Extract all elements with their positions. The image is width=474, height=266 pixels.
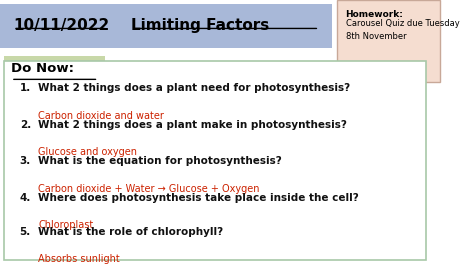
Text: 1.: 1. [20,83,31,93]
Text: Homework:: Homework: [346,10,403,19]
Text: 3.: 3. [20,156,31,167]
Text: 4.: 4. [20,193,31,203]
Text: 2.: 2. [20,120,31,130]
Text: What 2 things does a plant need for photosynthesis?: What 2 things does a plant need for phot… [38,83,351,93]
Text: 5.: 5. [20,227,31,237]
Text: Do Now:: Do Now: [11,63,74,76]
Text: What 2 things does a plant make in photosynthesis?: What 2 things does a plant make in photo… [38,120,347,130]
Text: Carousel Quiz due Tuesday
8th November: Carousel Quiz due Tuesday 8th November [346,19,459,41]
Text: Glucose and oxygen: Glucose and oxygen [38,147,137,157]
FancyBboxPatch shape [0,4,332,48]
FancyBboxPatch shape [4,61,427,260]
Text: Carbon dioxide + Water → Glucose + Oxygen: Carbon dioxide + Water → Glucose + Oxyge… [38,184,260,194]
FancyBboxPatch shape [337,0,439,82]
Text: Where does photosynthesis take place inside the cell?: Where does photosynthesis take place ins… [38,193,359,203]
FancyBboxPatch shape [4,56,105,81]
Text: Carbon dioxide and water: Carbon dioxide and water [38,111,164,121]
Text: What is the equation for photosynthesis?: What is the equation for photosynthesis? [38,156,282,167]
Text: Limiting Factors: Limiting Factors [131,18,269,33]
Text: Absorbs sunlight: Absorbs sunlight [38,254,120,264]
Text: 10/11/2022: 10/11/2022 [13,18,109,33]
Text: What is the role of chlorophyll?: What is the role of chlorophyll? [38,227,224,237]
Text: Chloroplast: Chloroplast [38,220,94,230]
